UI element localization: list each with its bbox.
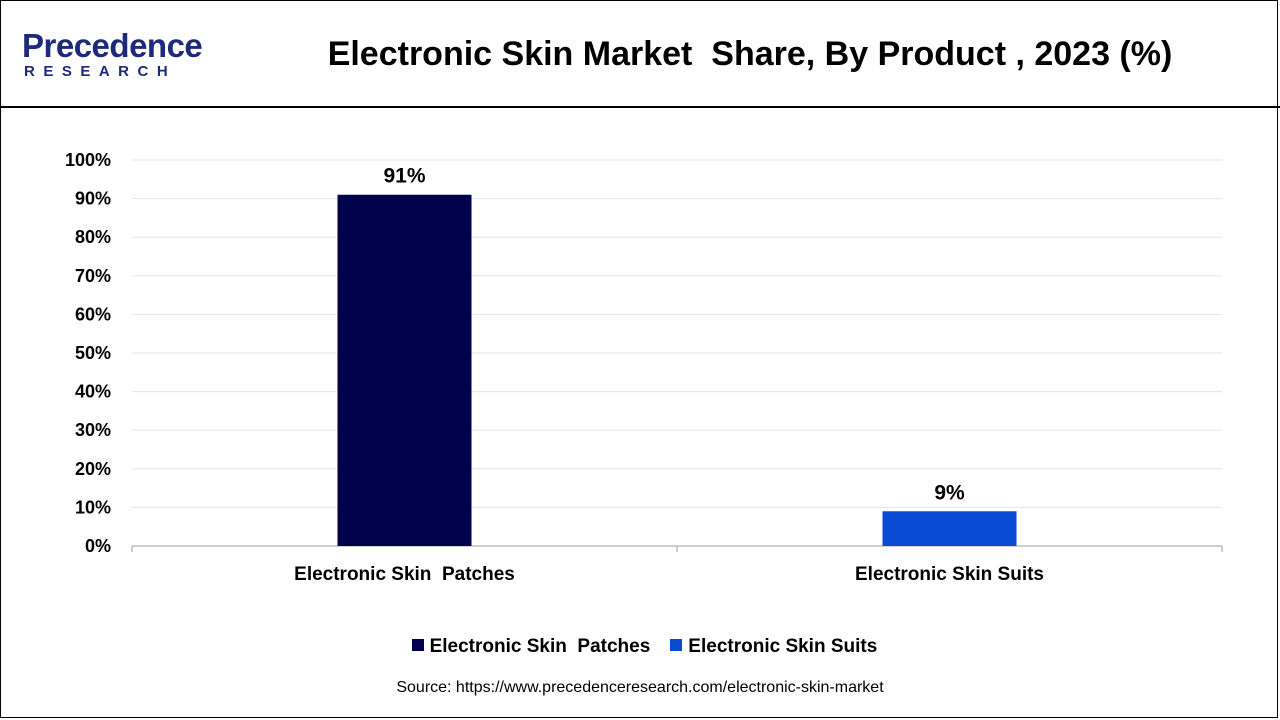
bar-electronic-skin-suits [882, 511, 1017, 546]
bar-chart: 0% 10% 20% 30% 40% 50% 60% 70% 80% 90% 100% 91% Elec… [65, 150, 1223, 585]
legend-swatch-patches [411, 639, 424, 651]
chart-title: Electronic Skin Market Share, By Product… [327, 35, 1173, 73]
logo-wordmark: Precedence [22, 27, 203, 64]
y-tick-label: 20% [75, 459, 111, 479]
legend-label-suits: Electronic Skin Suits [688, 636, 878, 657]
legend-swatch-suits [670, 639, 683, 651]
y-tick-label: 100% [65, 150, 111, 170]
x-category-label: Electronic Skin Suits [855, 564, 1044, 585]
chart-header: Precedence RESEARCH Electronic Skin Mark… [0, 0, 1280, 108]
y-tick-label: 90% [75, 189, 111, 209]
y-tick-label: 50% [75, 343, 111, 363]
y-tick-label: 10% [75, 497, 111, 517]
legend-item-suits: Electronic Skin Suits [670, 636, 877, 658]
chart-legend: Electronic Skin Patches Electronic Skin S… [0, 618, 1280, 658]
data-label: 91% [383, 165, 425, 188]
y-tick-label: 70% [75, 266, 111, 286]
legend-label-patches: Electronic Skin Patches [429, 636, 651, 657]
source-note: Source: https://www.precedenceresearch.c… [396, 679, 884, 696]
x-category-label: Electronic Skin Patches [294, 564, 515, 585]
y-tick-label: 40% [75, 382, 111, 402]
y-tick-label: 30% [75, 420, 111, 440]
y-tick-label: 80% [75, 227, 111, 247]
legend-item-patches: Electronic Skin Patches [411, 636, 651, 658]
logo-subtitle: RESEARCH [24, 63, 177, 80]
y-tick-label: 60% [75, 304, 111, 324]
precedence-research-logo: Precedence RESEARCH [22, 28, 212, 84]
data-label: 9% [934, 481, 965, 504]
bar-electronic-skin-patches [337, 194, 472, 546]
y-tick-label: 0% [85, 536, 111, 556]
